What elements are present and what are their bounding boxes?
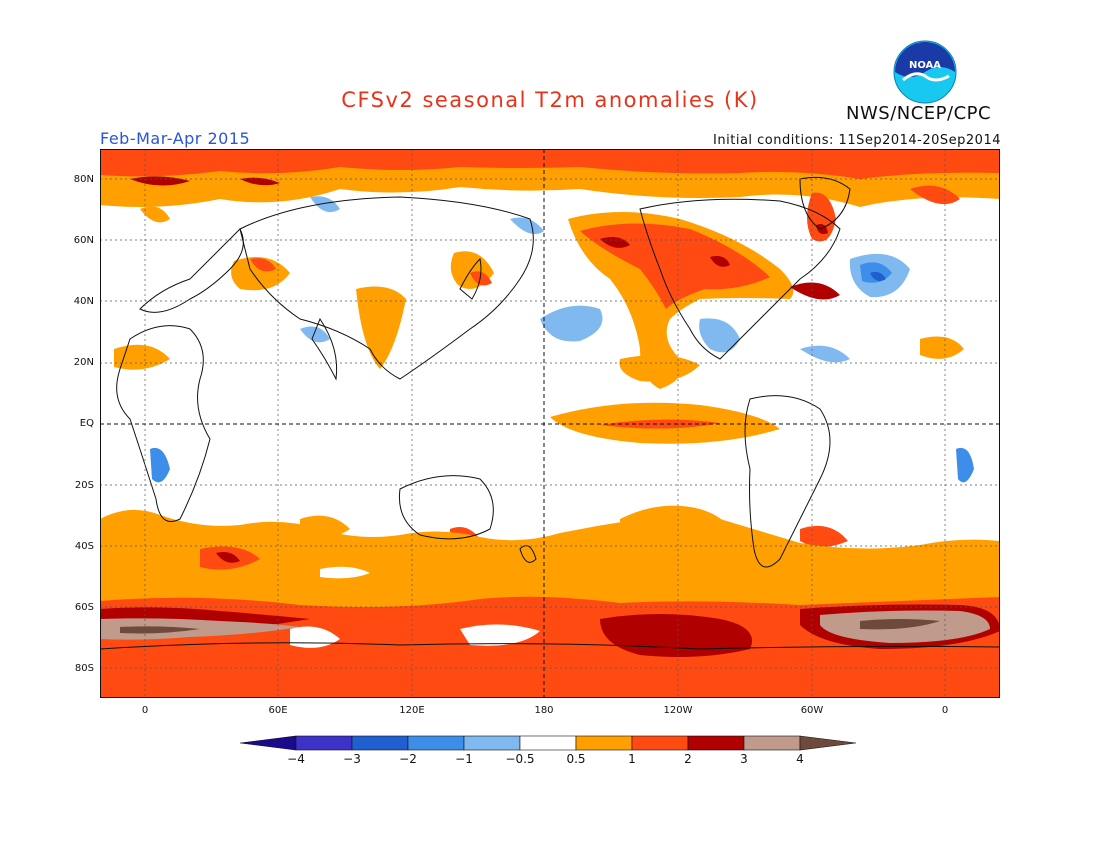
colorbar-cell [687,735,745,751]
lat-label-20s: 20S [74,480,94,491]
anomaly-fields [100,149,1000,698]
cool-anomalies [150,196,974,483]
logo-text: NOAA [909,60,941,71]
colorbar-tick-label: −3 [343,752,361,766]
colorbar-tick-label: 4 [796,752,804,766]
southern-ocean-warm-belt [100,505,1000,698]
colorbar-cell [295,735,353,751]
colorbar-tick-label: −4 [287,752,305,766]
agency-label: NWS/NCEP/CPC [846,103,992,124]
colorbar-cell [743,735,801,751]
colorbar-tick-label: −1 [455,752,473,766]
lon-label-0-east: 0 [941,705,949,716]
colorbar-cell [519,735,577,751]
lon-label-180: 180 [534,705,554,716]
lon-label-120w: 120W [663,705,693,716]
north-pacific-warm-anomaly [568,192,840,389]
colorbar-tick-label: 1 [628,752,636,766]
colorbar-cells [240,735,857,751]
noaa-logo: NOAA [893,40,957,104]
colorbar-tick-label: 3 [740,752,748,766]
lon-label-0-west: 0 [141,705,149,716]
colorbar [240,735,857,751]
initial-conditions-label: Initial conditions: 11Sep2014-20Sep2014 [713,133,1001,148]
season-label: Feb-Mar-Apr 2015 [100,129,251,148]
lat-label-60s: 60S [74,602,94,613]
lon-label-120e: 120E [399,705,425,716]
colorbar-cell-above-max [799,735,857,751]
lat-label-60n: 60N [73,235,94,246]
lon-label-60e: 60E [268,705,288,716]
anomaly-map [100,149,1000,698]
colorbar-tick-label: −0.5 [505,752,535,766]
lon-label-60w: 60W [800,705,824,716]
colorbar-cell [575,735,633,751]
lat-label-40s: 40S [74,541,94,552]
lat-label-20n: 20N [73,357,94,368]
antarctic-strong-anomaly [100,604,1000,657]
lat-label-40n: 40N [73,296,94,307]
graticule [100,149,1000,698]
colorbar-cell [463,735,521,751]
colorbar-cell [631,735,689,751]
colorbar-cell-below-min [240,735,297,751]
colorbar-tick-label: −2 [399,752,417,766]
reference-lines [100,149,1000,698]
colorbar-tick-label: 2 [684,752,692,766]
lat-label-eq: EQ [79,418,94,429]
colorbar-tick-label: 0.5 [566,752,586,766]
lat-label-80n: 80N [73,174,94,185]
lat-label-80s: 80S [74,663,94,674]
colorbar-cell [407,735,465,751]
colorbar-cell [351,735,409,751]
map-title: CFSv2 seasonal T2m anomalies (K) [341,88,759,112]
